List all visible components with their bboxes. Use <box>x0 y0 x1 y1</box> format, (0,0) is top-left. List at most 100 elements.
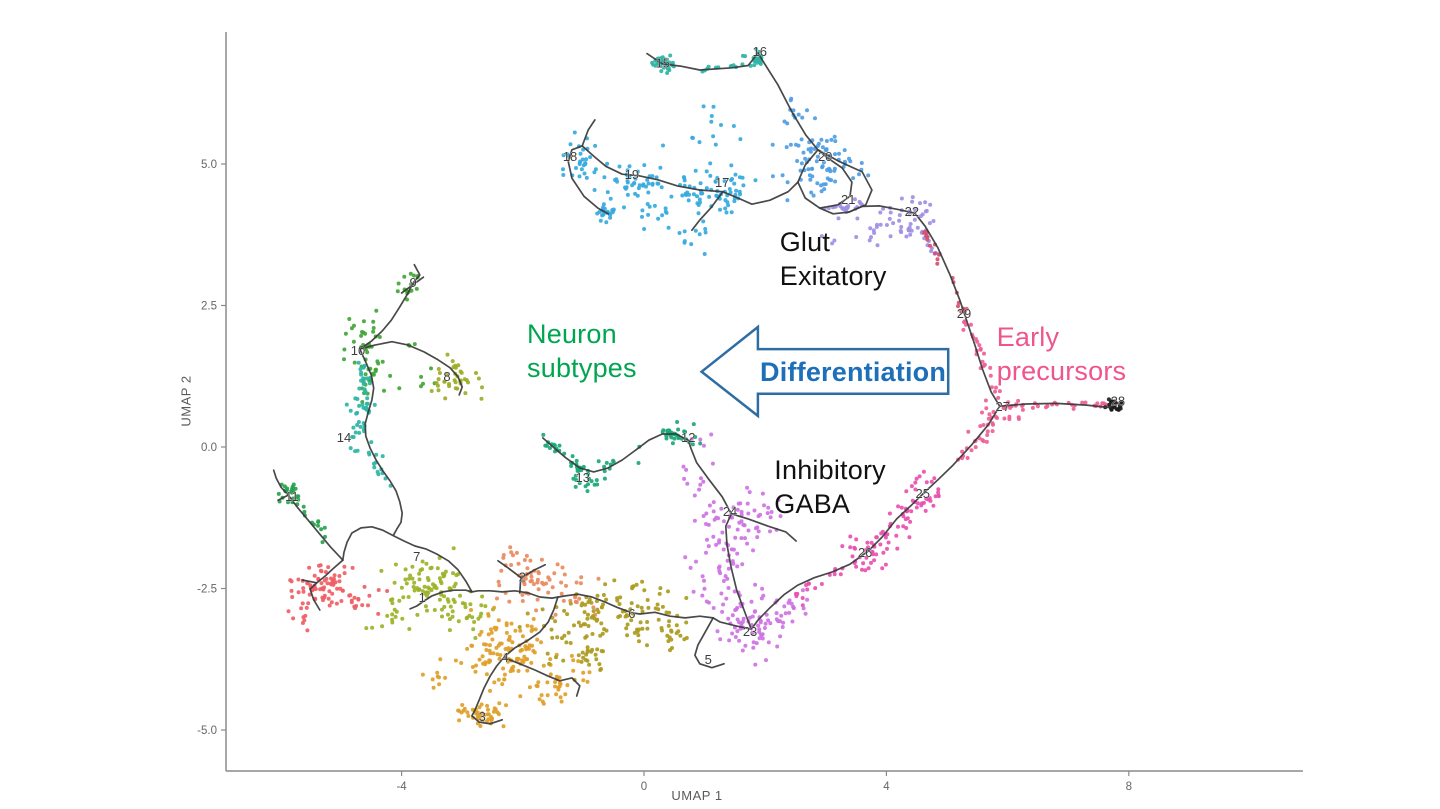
scatter-point <box>501 724 506 729</box>
scatter-point <box>779 613 784 618</box>
scatter-point <box>752 508 757 513</box>
scatter-point <box>393 562 398 567</box>
scatter-point <box>473 669 478 674</box>
scatter-point <box>1001 406 1006 410</box>
scatter-point <box>424 590 429 595</box>
scatter-point <box>874 552 879 557</box>
scatter-point <box>353 430 358 435</box>
scatter-point <box>680 193 685 198</box>
scatter-point <box>357 403 362 408</box>
scatter-point <box>385 589 390 593</box>
y-tick-label: -5.0 <box>197 725 217 737</box>
scatter-point <box>739 519 744 524</box>
scatter-point <box>470 615 475 620</box>
scatter-point <box>568 641 573 645</box>
scatter-point <box>904 234 909 239</box>
scatter-point <box>485 703 490 708</box>
scatter-point <box>684 467 689 472</box>
scatter-point <box>561 167 565 172</box>
differentiation-arrow-shape <box>699 324 950 419</box>
trajectory-node-label: 21 <box>841 192 855 207</box>
scatter-point <box>349 326 354 331</box>
scatter-point <box>539 693 544 698</box>
scatter-point <box>754 526 758 531</box>
scatter-point <box>302 509 307 514</box>
scatter-point <box>587 670 592 675</box>
scatter-point <box>819 189 824 194</box>
scatter-point <box>723 206 728 211</box>
scatter-point <box>750 631 754 636</box>
scatter-point <box>610 210 615 215</box>
scatter-point <box>707 503 712 508</box>
scatter-point <box>590 647 595 652</box>
scatter-point <box>499 568 504 573</box>
scatter-point <box>927 496 932 500</box>
scatter-point <box>731 547 736 552</box>
scatter-point <box>904 489 909 494</box>
trajectory-node-label: 6 <box>628 606 635 621</box>
scatter-point <box>899 230 904 235</box>
scatter-point <box>374 452 379 457</box>
scatter-point <box>630 183 635 188</box>
scatter-point <box>492 706 497 711</box>
scatter-point <box>819 582 824 586</box>
scatter-point <box>470 665 475 669</box>
scatter-point <box>929 249 934 254</box>
scatter-point <box>701 479 706 484</box>
scatter-point <box>373 367 378 372</box>
scatter-point <box>753 178 758 183</box>
scatter-point <box>635 169 640 174</box>
scatter-point <box>509 563 514 567</box>
trajectory-path <box>277 494 290 502</box>
scatter-point <box>997 389 1002 394</box>
scatter-point <box>629 601 634 606</box>
scatter-point <box>800 588 805 593</box>
scatter-point <box>366 603 370 608</box>
annotation-inhibitory-gaba: Inhibitory GABA <box>774 453 886 521</box>
scatter-point <box>546 590 551 595</box>
scatter-point <box>780 173 785 178</box>
scatter-point <box>634 582 639 587</box>
scatter-point <box>878 210 883 215</box>
trajectory-path <box>301 579 318 584</box>
scatter-point <box>722 179 727 183</box>
scatter-point <box>424 561 429 566</box>
scatter-point <box>682 178 687 183</box>
scatter-point <box>586 612 590 617</box>
scatter-point <box>306 601 311 606</box>
scatter-point <box>1083 400 1088 405</box>
scatter-point <box>604 220 609 225</box>
scatter-point <box>594 618 599 623</box>
scatter-point <box>363 372 368 377</box>
scatter-point <box>522 558 527 562</box>
scatter-point <box>480 718 485 723</box>
scatter-point <box>984 406 989 411</box>
scatter-point <box>738 137 743 142</box>
scatter-point <box>983 398 988 403</box>
scatter-point <box>702 252 707 256</box>
scatter-point <box>544 581 549 586</box>
scatter-point <box>319 569 324 574</box>
scatter-point <box>576 653 581 658</box>
scatter-point <box>863 568 868 573</box>
scatter-point <box>731 124 736 128</box>
scatter-point <box>733 635 738 639</box>
scatter-point <box>294 494 299 499</box>
scatter-point <box>636 461 641 465</box>
scatter-point <box>711 509 716 514</box>
scatter-point <box>511 553 515 558</box>
scatter-point <box>956 304 960 309</box>
trajectory-path <box>358 348 404 536</box>
scatter-point <box>358 424 363 429</box>
scatter-point <box>684 596 689 600</box>
scatter-point <box>361 382 366 386</box>
scatter-point <box>419 374 424 379</box>
scatter-point <box>495 652 500 657</box>
scatter-point <box>453 658 458 663</box>
scatter-point <box>848 534 853 539</box>
scatter-point <box>908 232 913 237</box>
scatter-point <box>675 420 680 424</box>
scatter-point <box>790 619 795 624</box>
scatter-point <box>337 574 342 578</box>
scatter-point <box>762 503 766 508</box>
